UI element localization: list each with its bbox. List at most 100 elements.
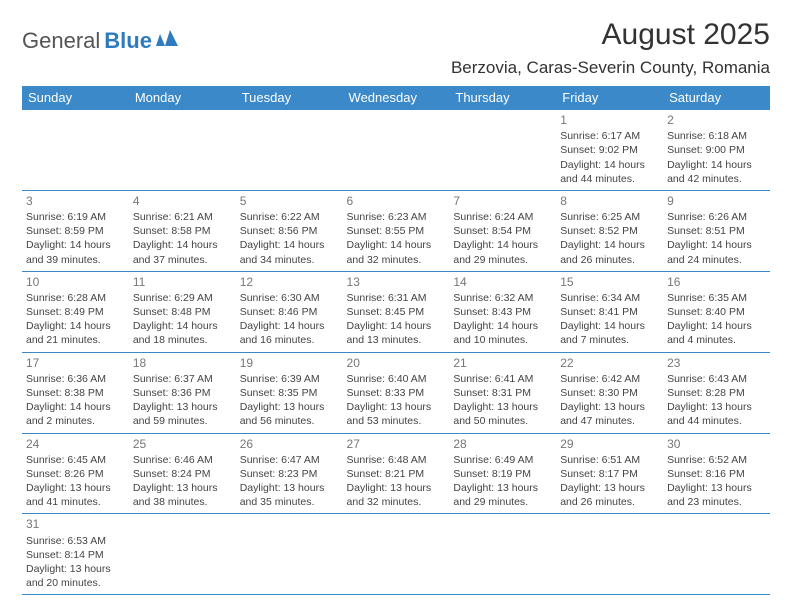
calendar-cell: 23Sunrise: 6:43 AMSunset: 8:28 PMDayligh…: [663, 352, 770, 433]
sunrise-line: Sunrise: 6:45 AM: [26, 453, 125, 467]
daylight-line: Daylight: 13 hours and 38 minutes.: [133, 481, 232, 509]
daylight-line: Daylight: 14 hours and 10 minutes.: [453, 319, 552, 347]
calendar-head: SundayMondayTuesdayWednesdayThursdayFrid…: [22, 86, 770, 110]
sunset-line: Sunset: 8:28 PM: [667, 386, 766, 400]
daylight-line: Daylight: 14 hours and 2 minutes.: [26, 400, 125, 428]
sunset-line: Sunset: 9:00 PM: [667, 143, 766, 157]
calendar-cell: [22, 110, 129, 191]
day-number: 12: [240, 274, 339, 290]
sunset-line: Sunset: 8:35 PM: [240, 386, 339, 400]
sunset-line: Sunset: 8:55 PM: [347, 224, 446, 238]
calendar-cell: [663, 514, 770, 595]
calendar-cell: 9Sunrise: 6:26 AMSunset: 8:51 PMDaylight…: [663, 190, 770, 271]
day-number: 6: [347, 193, 446, 209]
calendar-cell: 4Sunrise: 6:21 AMSunset: 8:58 PMDaylight…: [129, 190, 236, 271]
sunrise-line: Sunrise: 6:19 AM: [26, 210, 125, 224]
daylight-line: Daylight: 13 hours and 47 minutes.: [560, 400, 659, 428]
sunset-line: Sunset: 9:02 PM: [560, 143, 659, 157]
sunrise-line: Sunrise: 6:41 AM: [453, 372, 552, 386]
calendar-cell: 5Sunrise: 6:22 AMSunset: 8:56 PMDaylight…: [236, 190, 343, 271]
calendar-cell: 17Sunrise: 6:36 AMSunset: 8:38 PMDayligh…: [22, 352, 129, 433]
sunset-line: Sunset: 8:49 PM: [26, 305, 125, 319]
day-number: 17: [26, 355, 125, 371]
sunrise-line: Sunrise: 6:40 AM: [347, 372, 446, 386]
day-number: 13: [347, 274, 446, 290]
calendar-cell: [129, 110, 236, 191]
daylight-line: Daylight: 13 hours and 59 minutes.: [133, 400, 232, 428]
sunset-line: Sunset: 8:48 PM: [133, 305, 232, 319]
sunset-line: Sunset: 8:52 PM: [560, 224, 659, 238]
calendar-cell: 24Sunrise: 6:45 AMSunset: 8:26 PMDayligh…: [22, 433, 129, 514]
day-number: 4: [133, 193, 232, 209]
day-number: 10: [26, 274, 125, 290]
calendar-cell: 12Sunrise: 6:30 AMSunset: 8:46 PMDayligh…: [236, 271, 343, 352]
sunrise-line: Sunrise: 6:53 AM: [26, 534, 125, 548]
calendar-cell: 25Sunrise: 6:46 AMSunset: 8:24 PMDayligh…: [129, 433, 236, 514]
sunset-line: Sunset: 8:40 PM: [667, 305, 766, 319]
calendar-cell: [236, 110, 343, 191]
day-number: 28: [453, 436, 552, 452]
day-number: 29: [560, 436, 659, 452]
sunrise-line: Sunrise: 6:43 AM: [667, 372, 766, 386]
daylight-line: Daylight: 14 hours and 7 minutes.: [560, 319, 659, 347]
calendar-cell: 19Sunrise: 6:39 AMSunset: 8:35 PMDayligh…: [236, 352, 343, 433]
day-header: Thursday: [449, 86, 556, 110]
day-number: 3: [26, 193, 125, 209]
sunrise-line: Sunrise: 6:34 AM: [560, 291, 659, 305]
day-header: Monday: [129, 86, 236, 110]
daylight-line: Daylight: 14 hours and 18 minutes.: [133, 319, 232, 347]
sunrise-line: Sunrise: 6:28 AM: [26, 291, 125, 305]
sunset-line: Sunset: 8:59 PM: [26, 224, 125, 238]
daylight-line: Daylight: 14 hours and 37 minutes.: [133, 238, 232, 266]
sunset-line: Sunset: 8:56 PM: [240, 224, 339, 238]
day-header: Wednesday: [343, 86, 450, 110]
sunrise-line: Sunrise: 6:46 AM: [133, 453, 232, 467]
sunset-line: Sunset: 8:24 PM: [133, 467, 232, 481]
sunset-line: Sunset: 8:41 PM: [560, 305, 659, 319]
sunset-line: Sunset: 8:43 PM: [453, 305, 552, 319]
calendar-cell: [556, 514, 663, 595]
daylight-line: Daylight: 13 hours and 35 minutes.: [240, 481, 339, 509]
flag-icon: [156, 30, 178, 53]
day-number: 8: [560, 193, 659, 209]
logo: GeneralBlue: [22, 28, 178, 54]
sunrise-line: Sunrise: 6:47 AM: [240, 453, 339, 467]
sunset-line: Sunset: 8:19 PM: [453, 467, 552, 481]
daylight-line: Daylight: 14 hours and 32 minutes.: [347, 238, 446, 266]
day-number: 1: [560, 112, 659, 128]
calendar-cell: 7Sunrise: 6:24 AMSunset: 8:54 PMDaylight…: [449, 190, 556, 271]
sunset-line: Sunset: 8:21 PM: [347, 467, 446, 481]
day-number: 18: [133, 355, 232, 371]
day-number: 5: [240, 193, 339, 209]
day-number: 16: [667, 274, 766, 290]
sunrise-line: Sunrise: 6:35 AM: [667, 291, 766, 305]
day-number: 21: [453, 355, 552, 371]
sunrise-line: Sunrise: 6:22 AM: [240, 210, 339, 224]
day-number: 26: [240, 436, 339, 452]
daylight-line: Daylight: 13 hours and 41 minutes.: [26, 481, 125, 509]
sunset-line: Sunset: 8:46 PM: [240, 305, 339, 319]
calendar-row: 17Sunrise: 6:36 AMSunset: 8:38 PMDayligh…: [22, 352, 770, 433]
daylight-line: Daylight: 14 hours and 4 minutes.: [667, 319, 766, 347]
calendar-cell: 16Sunrise: 6:35 AMSunset: 8:40 PMDayligh…: [663, 271, 770, 352]
sunset-line: Sunset: 8:17 PM: [560, 467, 659, 481]
calendar-body: 1Sunrise: 6:17 AMSunset: 9:02 PMDaylight…: [22, 110, 770, 595]
day-number: 22: [560, 355, 659, 371]
calendar-cell: 11Sunrise: 6:29 AMSunset: 8:48 PMDayligh…: [129, 271, 236, 352]
logo-text-1: General: [22, 28, 100, 54]
calendar-cell: 2Sunrise: 6:18 AMSunset: 9:00 PMDaylight…: [663, 110, 770, 191]
daylight-line: Daylight: 13 hours and 53 minutes.: [347, 400, 446, 428]
calendar-cell: 14Sunrise: 6:32 AMSunset: 8:43 PMDayligh…: [449, 271, 556, 352]
calendar-cell: 22Sunrise: 6:42 AMSunset: 8:30 PMDayligh…: [556, 352, 663, 433]
daylight-line: Daylight: 14 hours and 29 minutes.: [453, 238, 552, 266]
sunset-line: Sunset: 8:54 PM: [453, 224, 552, 238]
sunset-line: Sunset: 8:58 PM: [133, 224, 232, 238]
sunrise-line: Sunrise: 6:23 AM: [347, 210, 446, 224]
title-block: August 2025 Berzovia, Caras-Severin Coun…: [451, 18, 770, 78]
daylight-line: Daylight: 13 hours and 32 minutes.: [347, 481, 446, 509]
sunset-line: Sunset: 8:36 PM: [133, 386, 232, 400]
sunrise-line: Sunrise: 6:26 AM: [667, 210, 766, 224]
daylight-line: Daylight: 14 hours and 13 minutes.: [347, 319, 446, 347]
calendar-row: 31Sunrise: 6:53 AMSunset: 8:14 PMDayligh…: [22, 514, 770, 595]
sunrise-line: Sunrise: 6:25 AM: [560, 210, 659, 224]
